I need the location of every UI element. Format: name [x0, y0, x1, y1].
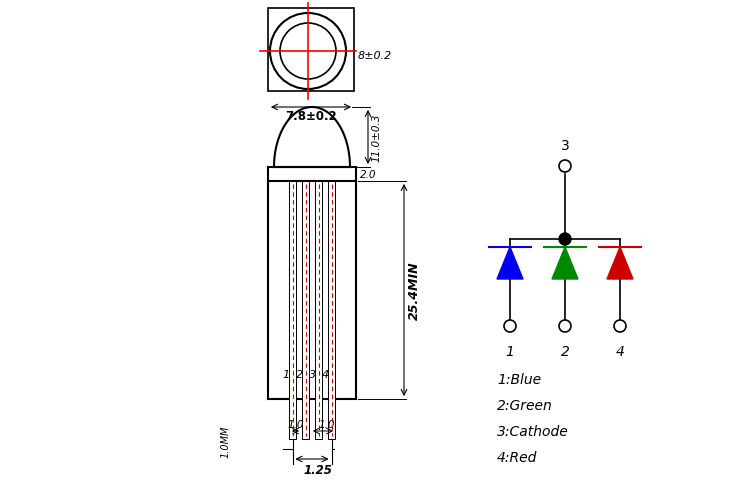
Polygon shape	[497, 247, 523, 279]
Bar	[289, 182, 296, 439]
Text: 3: 3	[309, 369, 316, 379]
Polygon shape	[552, 247, 578, 279]
Bar	[315, 182, 322, 439]
Bar	[302, 182, 309, 439]
Text: 4: 4	[322, 369, 329, 379]
Text: 1: 1	[283, 369, 290, 379]
Text: 11.0±0.3: 11.0±0.3	[371, 114, 381, 162]
Polygon shape	[607, 247, 633, 279]
Text: 3:Cathode: 3:Cathode	[497, 424, 568, 438]
Bar	[268, 167, 356, 182]
Circle shape	[559, 233, 571, 245]
Text: 25.4MIN: 25.4MIN	[408, 261, 421, 319]
Text: 1.0: 1.0	[288, 419, 304, 429]
Text: 1: 1	[506, 344, 515, 358]
Text: 1.25: 1.25	[304, 463, 332, 476]
Text: 2: 2	[560, 344, 569, 358]
Text: 2:Green: 2:Green	[497, 398, 553, 412]
Text: 1:Blue: 1:Blue	[497, 372, 542, 386]
Text: 7.8±0.2: 7.8±0.2	[285, 110, 337, 123]
Text: 2.0: 2.0	[360, 170, 376, 180]
Bar	[328, 182, 335, 439]
Text: 1.0: 1.0	[319, 419, 335, 429]
Text: 1.0MM: 1.0MM	[221, 425, 231, 457]
Text: 3: 3	[560, 139, 569, 152]
Bar	[268, 9, 354, 92]
Text: 4: 4	[616, 344, 625, 358]
Text: 2: 2	[296, 369, 303, 379]
Text: 4:Red: 4:Red	[497, 450, 537, 464]
Text: 8±0.2: 8±0.2	[358, 51, 392, 61]
